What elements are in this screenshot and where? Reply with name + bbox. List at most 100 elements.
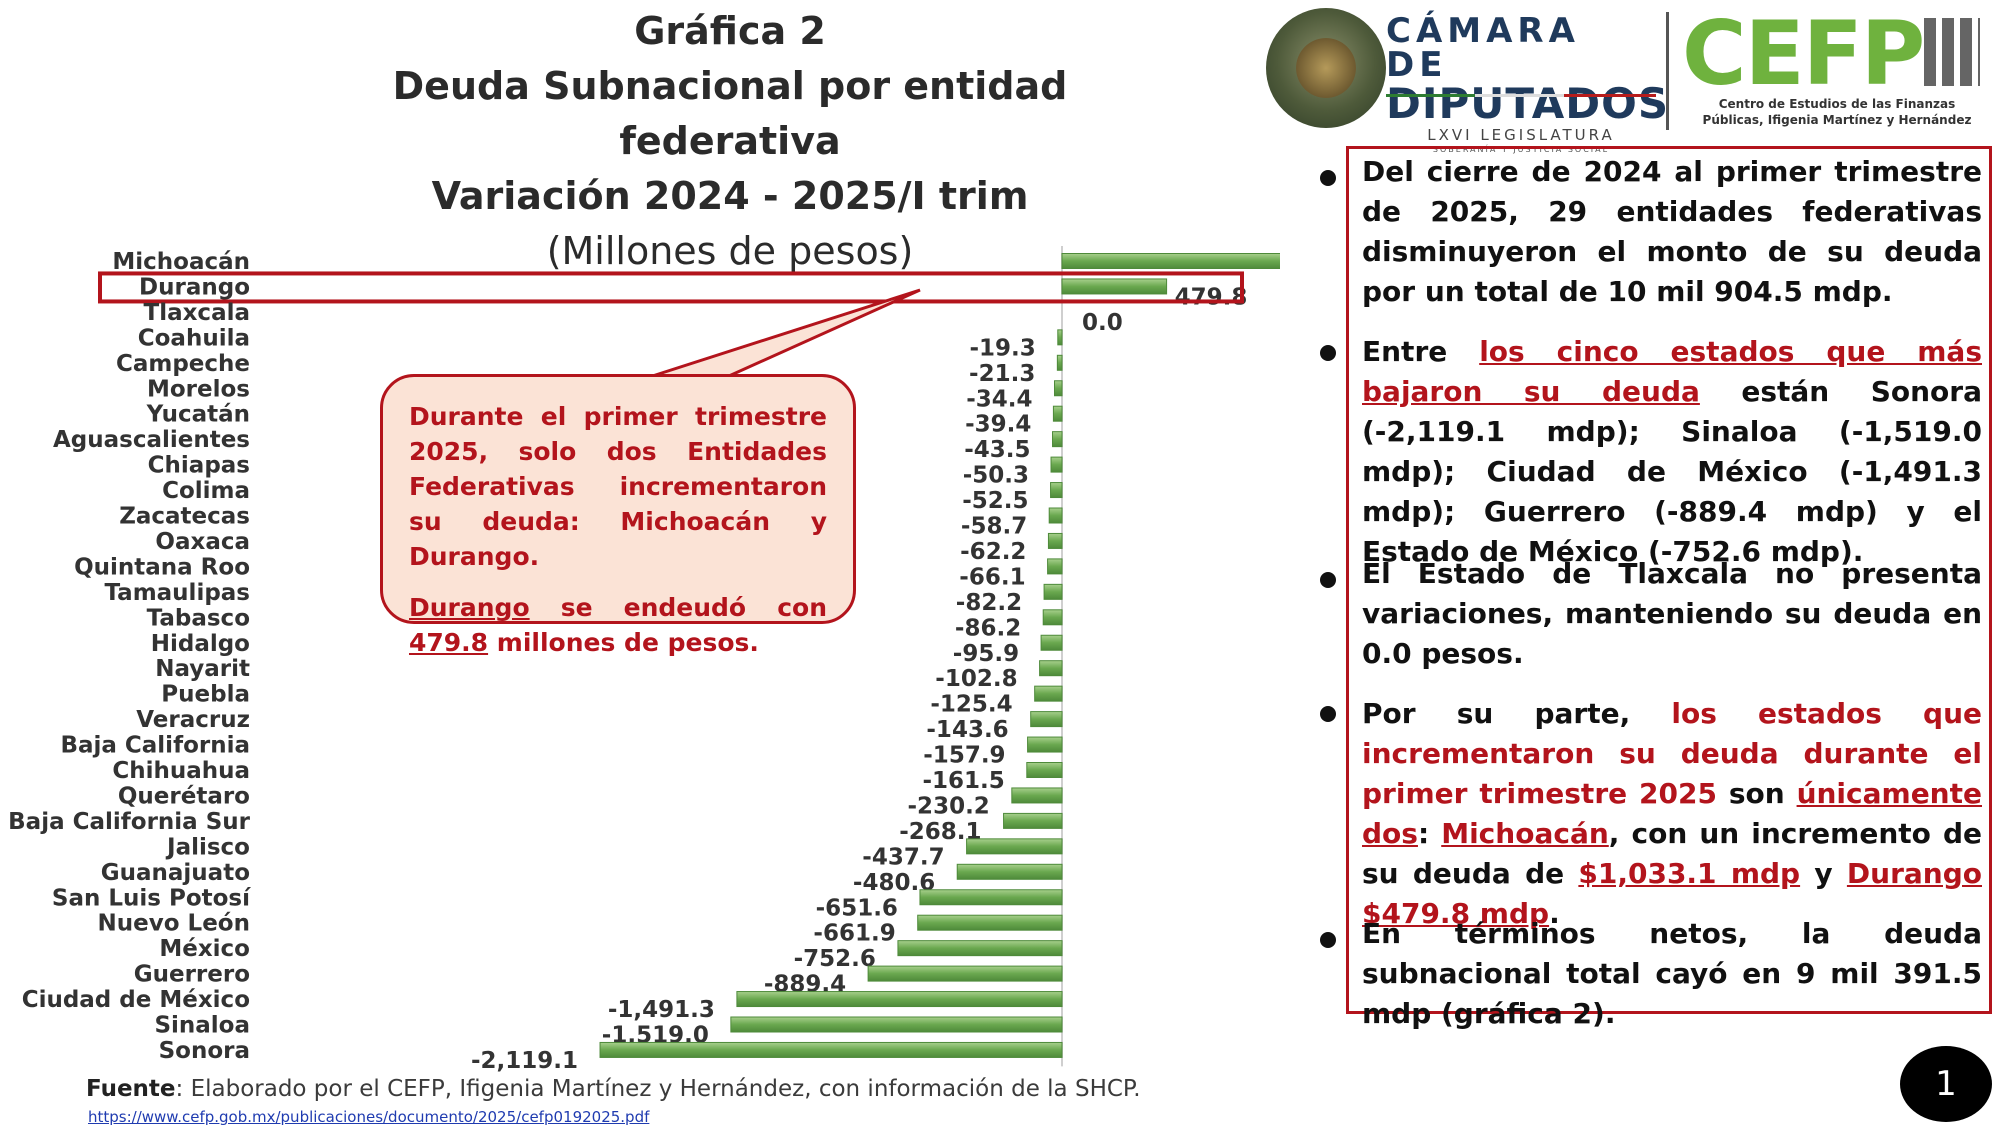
callout-text-2: Durango se endeudó con 479.8 millones de… xyxy=(409,590,827,660)
category-label: Aguascalientes xyxy=(53,427,250,453)
bar xyxy=(1050,482,1063,499)
category-label: Coahuila xyxy=(138,325,250,351)
point4-michoacan-value: $1,033.1 mdp xyxy=(1578,857,1801,890)
category-label: México xyxy=(159,936,250,962)
category-label: Nuevo León xyxy=(98,911,250,937)
bar xyxy=(1047,532,1063,549)
value-label: -58.7 xyxy=(961,514,1027,540)
category-label: Durango xyxy=(139,274,250,300)
category-label: Baja California xyxy=(60,733,250,759)
bar xyxy=(1042,609,1063,626)
point4-michoacan: Michoacán xyxy=(1441,817,1609,850)
bar xyxy=(897,940,1063,957)
value-label: -52.5 xyxy=(962,488,1028,514)
cefp-logo-subtitle: Centro de Estudios de las Finanzas Públi… xyxy=(1702,97,1972,127)
value-label: -161.5 xyxy=(922,768,1004,794)
callout-end: millones de pesos. xyxy=(488,628,759,657)
category-label: Quintana Roo xyxy=(74,554,250,580)
value-label: -157.9 xyxy=(923,743,1005,769)
point4-mid4: y xyxy=(1800,857,1847,890)
bullet-icon xyxy=(1320,706,1336,722)
summary-point-4: Por su parte, los estados que incrementa… xyxy=(1362,694,1982,934)
value-label: -62.2 xyxy=(960,539,1026,565)
point4-end: . xyxy=(1549,897,1560,930)
bar xyxy=(1048,507,1063,524)
point2-post: están Sonora (-2,119.1 mdp); Sinaloa (-1… xyxy=(1362,375,1982,568)
callout-text-1: Durante el primer trimestre 2025, solo d… xyxy=(409,402,827,571)
category-label: Yucatán xyxy=(146,402,250,428)
bar xyxy=(1043,583,1063,600)
point4-durango: Durango $479.8 mdp xyxy=(1362,857,1982,930)
national-seal-icon xyxy=(1266,8,1386,128)
highlight-frame xyxy=(98,271,1244,304)
value-label: 479.8 xyxy=(1175,284,1248,310)
value-label: -86.2 xyxy=(955,615,1021,641)
value-label: -1,491.3 xyxy=(608,997,715,1023)
category-label: Chiapas xyxy=(148,453,250,479)
category-label: Guerrero xyxy=(134,962,250,988)
value-label: -43.5 xyxy=(964,437,1030,463)
bar xyxy=(730,1016,1063,1033)
category-label: San Luis Potosí xyxy=(52,885,251,911)
callout-box: Durante el primer trimestre 2025, solo d… xyxy=(380,374,856,657)
bar xyxy=(1050,456,1063,473)
bar xyxy=(1056,354,1063,371)
value-label: -230.2 xyxy=(908,793,990,819)
category-label: Chihuahua xyxy=(112,758,250,784)
bar xyxy=(736,991,1063,1008)
point4-mid1: son xyxy=(1716,777,1797,810)
bar xyxy=(1003,812,1063,829)
camara-logo-line2: DIPUTADOS xyxy=(1386,79,1670,128)
value-label: -651.6 xyxy=(816,895,898,921)
camara-logo-line4: SOBERANÍA Y JUSTICIA SOCIAL xyxy=(1432,145,1610,154)
value-label: -19.3 xyxy=(969,335,1035,361)
bar xyxy=(1039,660,1063,677)
bar xyxy=(919,889,1063,906)
category-label: Colima xyxy=(162,478,250,504)
bar-chart: Michoacán1,033.1Durango479.8Tlaxcala0.0C… xyxy=(8,246,1280,1074)
page-number-badge: 1 xyxy=(1900,1046,1992,1122)
bar xyxy=(1026,762,1063,778)
callout-mid: se endeudó con xyxy=(529,593,827,622)
bar xyxy=(867,965,1063,982)
bar xyxy=(1027,736,1063,753)
value-label: -66.1 xyxy=(959,564,1025,590)
category-label: Veracruz xyxy=(136,707,250,733)
chart-units: (Millones de pesos) xyxy=(546,229,914,273)
category-label: Tabasco xyxy=(147,605,250,631)
cefp-grid-icon xyxy=(1924,18,1980,86)
category-label: Zacatecas xyxy=(119,504,250,530)
summary-point-2: Entre los cinco estados que más bajaron … xyxy=(1362,332,1982,572)
category-label: Sinaloa xyxy=(154,1013,250,1039)
value-label: -21.3 xyxy=(969,361,1035,387)
value-label: -39.4 xyxy=(965,412,1031,438)
summary-point-3: El Estado de Tlaxcala no presenta variac… xyxy=(1362,557,1982,670)
bar xyxy=(1034,685,1063,702)
value-label: -125.4 xyxy=(930,692,1012,718)
camara-diputados-logo: CÁMARA DE DIPUTADOS LXVI LEGISLATURA SOB… xyxy=(1386,11,1670,156)
category-label: Puebla xyxy=(161,682,250,708)
bar xyxy=(1011,787,1063,804)
bullet-icon xyxy=(1320,170,1336,186)
value-label: -34.4 xyxy=(966,386,1032,412)
camara-logo-line1: CÁMARA DE xyxy=(1386,11,1580,85)
bar xyxy=(966,838,1063,855)
value-label: -102.8 xyxy=(935,666,1017,692)
point4-only-two: únicamente dos xyxy=(1362,777,1982,850)
bar xyxy=(917,914,1063,931)
source-link[interactable]: https://www.cefp.gob.mx/publicaciones/do… xyxy=(88,1108,650,1126)
summary-panel xyxy=(1346,146,1992,1014)
category-label: Morelos xyxy=(147,376,250,402)
chart-subtitle-period: Variación 2024 - 2025/I trim xyxy=(431,174,1029,218)
point4-mid2: : xyxy=(1417,817,1442,850)
source-text: : Elaborado por el CEFP, Ifigenia Martín… xyxy=(175,1076,1141,1102)
category-label: Tamaulipas xyxy=(104,580,250,606)
bar xyxy=(1061,278,1168,295)
bar xyxy=(1047,558,1063,575)
summary-point-1: Del cierre de 2024 al primer trimestre d… xyxy=(1362,155,1982,308)
category-label: Michoacán xyxy=(112,249,250,275)
point2-pre: Entre xyxy=(1362,335,1480,368)
bar xyxy=(956,863,1063,880)
bar xyxy=(1054,380,1063,397)
bar xyxy=(1057,329,1063,346)
